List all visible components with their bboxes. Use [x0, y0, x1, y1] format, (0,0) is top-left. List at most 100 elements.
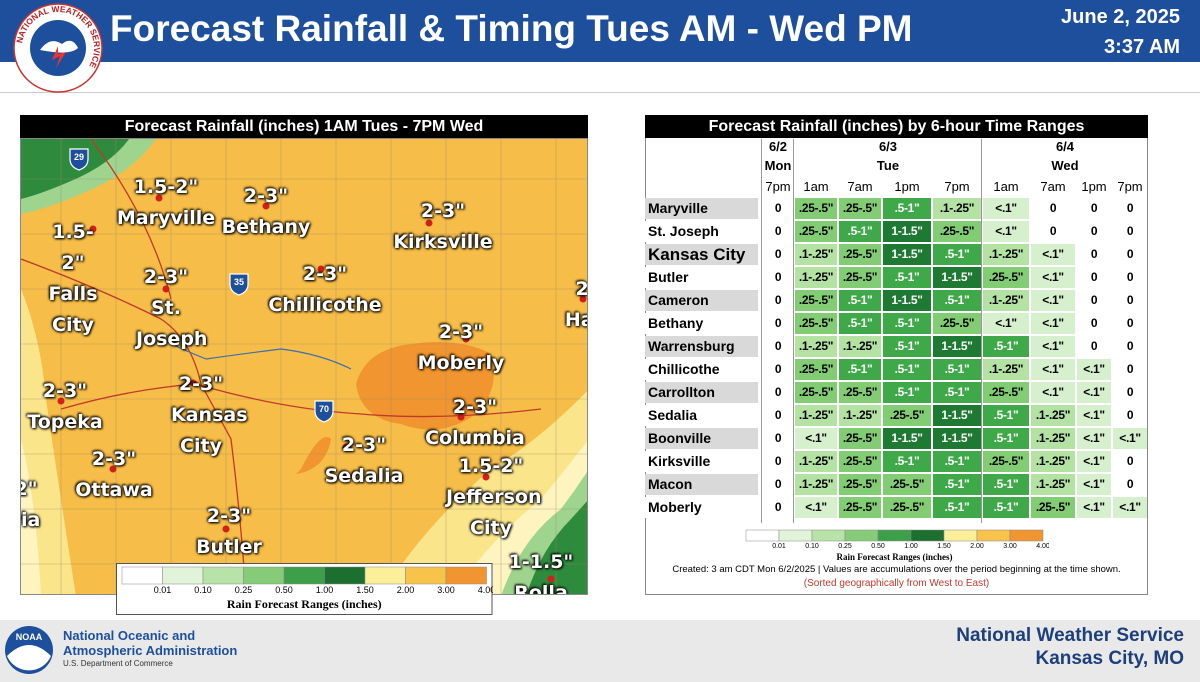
noaa-text: NOAA [16, 632, 43, 642]
city-name: Chillicothe [268, 294, 382, 316]
cell: .25-.5" [839, 497, 881, 518]
logo-bolt [52, 46, 66, 68]
day-header: Tue [876, 158, 900, 173]
cell: <.1" [1113, 428, 1147, 449]
county-line [21, 178, 587, 565]
cell: .5-1" [883, 336, 931, 357]
time-header: 1pm [894, 179, 920, 194]
rain-range: 2-3" [420, 200, 466, 222]
cell: 0 [1113, 336, 1147, 357]
cell: .5-1" [933, 451, 981, 472]
cell: <.1" [1113, 497, 1147, 518]
legend-swatch [778, 529, 813, 542]
cell: 0 [1077, 198, 1111, 219]
rain-area [356, 341, 494, 430]
cell: 0 [763, 221, 793, 242]
date-header: 6/3 [878, 139, 898, 154]
time-header: 7pm [1117, 179, 1143, 194]
row-label: Kirksville [645, 451, 758, 472]
highway-number: 35 [234, 277, 244, 287]
cell: .1-.25" [839, 405, 881, 426]
legend-tick: 2.00 [970, 543, 984, 550]
legend-swatch [243, 566, 285, 585]
cell: <.1" [1031, 336, 1075, 357]
legend-title: Rain Forecast Ranges (inches) [836, 552, 952, 562]
cell: .1-.25" [795, 267, 837, 288]
map-label: 2-3" Columbia [415, 392, 535, 454]
legend-swatch [445, 566, 487, 585]
cell: .5-1" [883, 359, 931, 380]
cell: .25-.5" [1031, 497, 1075, 518]
office-line: National Weather Service [956, 625, 1184, 646]
row-label: Bethany [645, 313, 758, 334]
city-dot [547, 575, 555, 583]
city-dot [482, 473, 490, 481]
row-label: Maryville [645, 198, 758, 219]
city-name: Topeka [27, 411, 103, 433]
legend-swatch [364, 566, 406, 585]
legend-swatch [877, 529, 912, 542]
cell: .5-1" [983, 428, 1029, 449]
time-header: 1am [803, 179, 829, 194]
cell: <.1" [1031, 267, 1075, 288]
cell: .1-.25" [795, 244, 837, 265]
map-label: 2-3" Butler [189, 501, 269, 563]
map-label: 2-3" Chillicothe [260, 259, 390, 321]
rain-range: 2-3" [302, 263, 348, 285]
noaa-bird [7, 645, 51, 671]
cell: .5-1" [933, 290, 981, 311]
time-header: 7am [1040, 179, 1066, 194]
legend-swatch [202, 566, 244, 585]
cell: 0 [763, 428, 793, 449]
highway-number: 70 [319, 404, 329, 414]
cell: .25-.5" [839, 198, 881, 219]
cell: .25-.5" [839, 267, 881, 288]
cell: .25-.5" [933, 313, 981, 334]
cell: .25-.5" [795, 198, 837, 219]
city-dot [222, 525, 230, 533]
river [160, 338, 352, 370]
rain-range: 2-3" [243, 185, 289, 207]
legend-tick: 3.00 [1003, 543, 1017, 550]
cell: .1-.25" [1031, 428, 1075, 449]
rain-range: 2-3" [206, 505, 252, 527]
map-label: 1-1.5" Rolla [501, 547, 581, 594]
cell: 1-1.5" [883, 290, 931, 311]
cell: <.1" [1077, 451, 1111, 472]
cell: 0 [1113, 221, 1147, 242]
legend: 0.01 0.10 0.25 0.50 1.00 1.50 2.00 3.00 4.00 Rain… [116, 563, 493, 615]
map-label: 2-3" Moberly [406, 317, 516, 379]
noaa-logo: NOAA [5, 626, 53, 674]
cell: 0 [1031, 221, 1075, 242]
cell: <.1" [795, 497, 837, 518]
cell: <.1" [1077, 474, 1111, 495]
cell: 0 [763, 244, 793, 265]
rain-range: 2-3" [452, 396, 498, 418]
rain-range: 2" [21, 478, 38, 500]
title: Forecast Rainfall & Timing Tues AM - Wed… [110, 8, 913, 49]
cell: .25-.5" [983, 267, 1029, 288]
map-label: 2- Han [556, 274, 587, 336]
time: 3:37 AM [1104, 36, 1180, 58]
cell: .25-.5" [983, 451, 1029, 472]
city-dot [317, 265, 325, 273]
cell: <.1" [1077, 405, 1111, 426]
cell: 1-1.5" [933, 336, 981, 357]
city-name: Han [564, 309, 587, 331]
cell: .5-1" [933, 244, 981, 265]
department: U.S. Department of Commerce [63, 659, 173, 668]
sort-note: (Sorted geographically from West to East… [803, 578, 990, 589]
map-background: 29 35 70 [21, 139, 587, 594]
city-dot [89, 225, 97, 233]
cell: .1-.25" [795, 405, 837, 426]
legend-tick: 0.01 [154, 585, 172, 595]
legend-title: Rain Forecast Ranges (inches) [227, 597, 382, 611]
legend-tick: 4.00 [478, 585, 493, 595]
cell: <.1" [1031, 359, 1075, 380]
roads [21, 139, 542, 594]
cell: 0 [763, 405, 793, 426]
cell: .5-1" [839, 359, 881, 380]
legend-swatch [324, 566, 366, 585]
table-note: Created: 3 am CDT Mon 6/2/2025 | Values … [672, 564, 1121, 575]
row-label: Moberly [645, 497, 758, 518]
